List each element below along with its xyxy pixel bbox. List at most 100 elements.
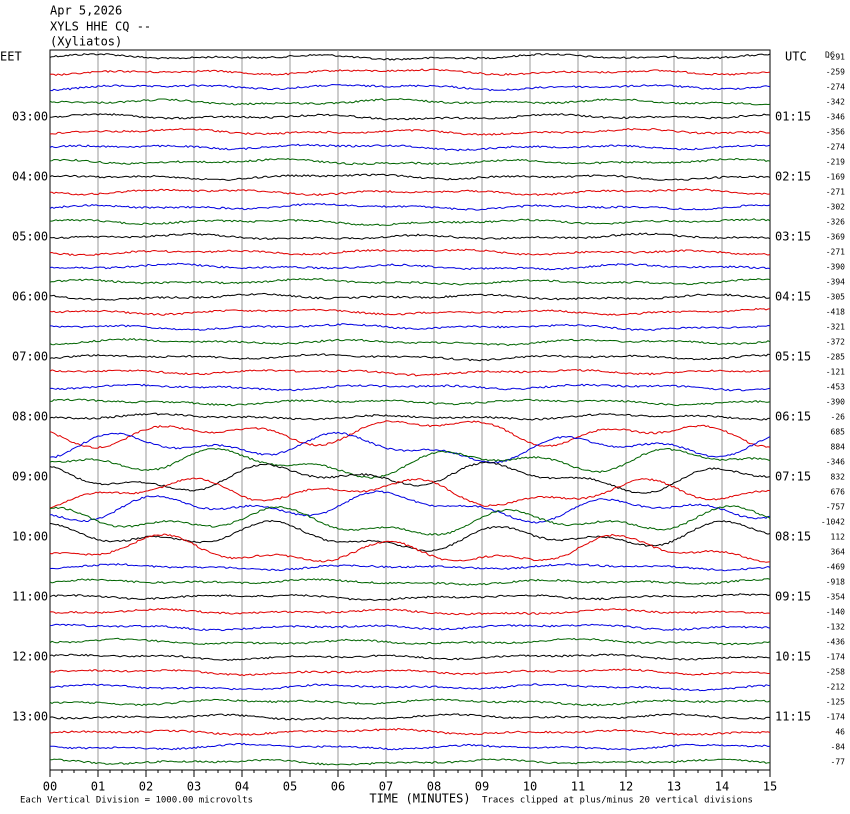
trace	[49, 593, 771, 601]
dc-offset: -271	[826, 188, 845, 197]
x-tick-label: 12	[619, 780, 633, 794]
left-time-label: 11:00	[12, 590, 48, 604]
right-time-label: 06:15	[775, 410, 811, 424]
dc-offset: -321	[826, 323, 845, 332]
dc-offset: 884	[831, 443, 846, 452]
dc-offset: -1042	[821, 518, 845, 527]
trace	[49, 277, 771, 286]
right-time-label: 07:15	[775, 470, 811, 484]
trace	[49, 112, 771, 121]
x-tick-label: 15	[763, 780, 777, 794]
x-tick-label: 01	[91, 780, 105, 794]
x-tick-label: 02	[139, 780, 153, 794]
dc-offset: -169	[826, 173, 845, 182]
dc-offset: -346	[826, 458, 845, 467]
trace	[49, 519, 771, 552]
x-tick-label: 04	[235, 780, 249, 794]
trace	[49, 653, 771, 662]
dc-offset: -140	[826, 608, 845, 617]
trace	[49, 698, 771, 707]
clip-note: Traces clipped at plus/minus 20 vertical…	[482, 796, 753, 806]
trace	[49, 490, 771, 524]
station: XYLS HHE CQ --	[50, 20, 151, 34]
trace	[50, 323, 771, 331]
left-time-label: 03:00	[12, 110, 48, 124]
trace	[49, 143, 771, 152]
trace	[49, 157, 771, 166]
trace	[49, 637, 771, 646]
dc-offset: -394	[826, 278, 845, 287]
dc-offset: -418	[826, 308, 845, 317]
dc-offset: -274	[826, 143, 845, 152]
right-time-label: 09:15	[775, 590, 811, 604]
trace	[49, 98, 771, 106]
dc-offset: 685	[831, 428, 846, 437]
right-time-label: 03:15	[775, 230, 811, 244]
trace	[49, 248, 771, 257]
right-time-label: 11:15	[775, 710, 811, 724]
right-time-label: 02:15	[775, 170, 811, 184]
dc-offset: -305	[826, 293, 845, 302]
trace	[49, 668, 771, 677]
x-tick-label: 07	[379, 780, 393, 794]
right-time-label: 10:15	[775, 650, 811, 664]
dc-offset: -77	[831, 758, 846, 767]
left-time-label: 06:00	[12, 290, 48, 304]
dc-offset: 364	[831, 548, 846, 557]
dc-title: DC	[825, 51, 835, 60]
dc-offset: -174	[826, 713, 845, 722]
right-time-label: 04:15	[775, 290, 811, 304]
x-tick-label: 09	[475, 780, 489, 794]
left-time-label: 07:00	[12, 350, 48, 364]
dc-offset: 112	[831, 533, 846, 542]
trace	[49, 353, 771, 362]
dc-offset: -469	[826, 563, 845, 572]
x-tick-label: 11	[571, 780, 585, 794]
trace	[49, 53, 771, 61]
trace	[49, 307, 771, 316]
date: Apr 5,2026	[50, 4, 122, 18]
trace	[49, 412, 770, 421]
x-tick-label: 05	[283, 780, 297, 794]
dc-offset: 46	[835, 728, 845, 737]
trace	[49, 368, 771, 377]
trace	[49, 127, 771, 136]
left-time-label: 12:00	[12, 650, 48, 664]
left-time-label: 10:00	[12, 530, 48, 544]
dc-offset: -453	[826, 383, 845, 392]
x-tick-label: 06	[331, 780, 345, 794]
trace	[49, 623, 771, 632]
left-time-label: 08:00	[12, 410, 48, 424]
trace	[49, 420, 771, 449]
location: (Xyliatos)	[50, 35, 122, 49]
dc-offset: -342	[826, 98, 845, 107]
trace	[49, 83, 771, 92]
trace	[49, 383, 771, 392]
dc-offset: -258	[826, 668, 845, 677]
dc-offset: -219	[826, 158, 845, 167]
dc-offset: -390	[826, 263, 845, 272]
trace	[49, 563, 771, 572]
right-time-label: 05:15	[775, 350, 811, 364]
left-axis-title: EET	[0, 50, 22, 64]
dc-offset: 676	[831, 488, 846, 497]
trace	[49, 188, 771, 196]
trace	[49, 477, 771, 509]
trace	[49, 713, 771, 721]
dc-offset: -356	[826, 128, 845, 137]
dc-offset: -174	[826, 653, 845, 662]
x-axis-title: TIME (MINUTES)	[369, 792, 470, 806]
trace	[49, 68, 771, 76]
right-time-label: 01:15	[775, 110, 811, 124]
trace	[49, 758, 771, 766]
dc-offset: -259	[826, 68, 845, 77]
right-axis-title: UTC	[785, 50, 807, 64]
dc-offset: -354	[826, 593, 845, 602]
left-time-label: 09:00	[12, 470, 48, 484]
dc-offset: -125	[826, 698, 845, 707]
left-time-label: 04:00	[12, 170, 48, 184]
dc-offset: -212	[826, 683, 845, 692]
x-tick-label: 10	[523, 780, 537, 794]
